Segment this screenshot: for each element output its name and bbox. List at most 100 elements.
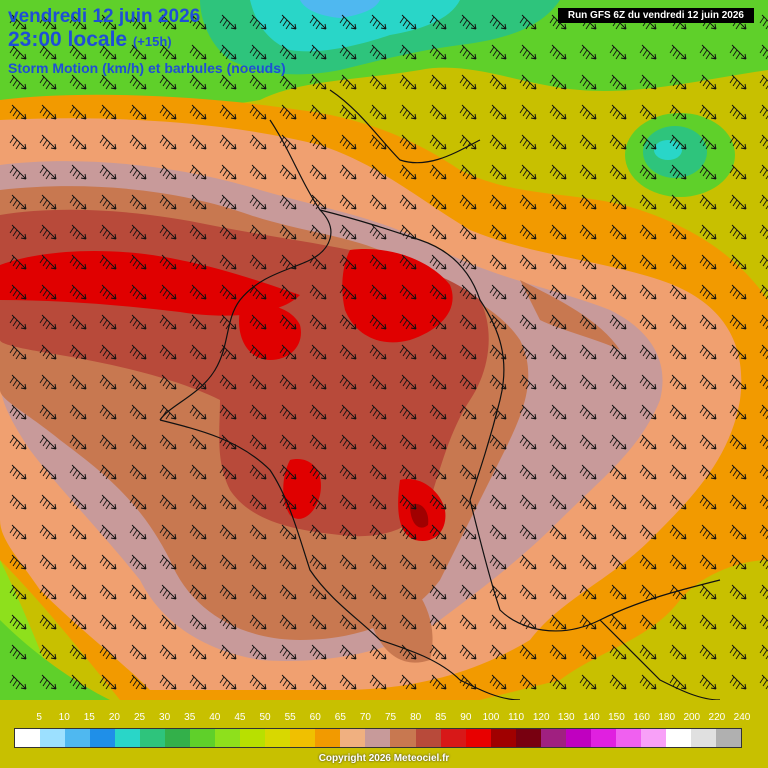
wind-barb (729, 134, 747, 150)
wind-barb (249, 494, 267, 510)
map-time: 23:00 locale (+15h) (8, 28, 286, 54)
wind-barb (759, 404, 768, 420)
wind-barb (309, 254, 327, 270)
wind-barb (459, 284, 477, 300)
wind-barb (429, 164, 447, 180)
wind-barb (189, 164, 207, 180)
wind-barb (279, 344, 297, 360)
wind-barb (159, 224, 177, 240)
wind-barb (429, 464, 447, 480)
wind-barb (669, 404, 687, 420)
wind-barb (549, 194, 567, 210)
wind-barb (99, 164, 117, 180)
wind-barb (579, 374, 597, 390)
legend-label: 35 (184, 712, 196, 723)
wind-barb (159, 434, 177, 450)
map-date: vendredi 12 juin 2026 (8, 6, 201, 27)
wind-barb (399, 524, 417, 540)
wind-barb (189, 674, 207, 690)
wind-barb (549, 104, 567, 120)
wind-barb (579, 674, 597, 690)
wind-barb (39, 524, 57, 540)
wind-barb (669, 224, 687, 240)
wind-barb (369, 284, 387, 300)
wind-barb (309, 554, 327, 570)
wind-barb (9, 644, 27, 660)
wind-barb (759, 104, 768, 120)
wind-barb (459, 464, 477, 480)
wind-barb (699, 464, 717, 480)
wind-barb (369, 44, 387, 60)
wind-barb (369, 644, 387, 660)
wind-barb (669, 374, 687, 390)
field-sw-green (0, 620, 110, 700)
wind-barb (219, 164, 237, 180)
wind-barb (579, 344, 597, 360)
wind-barb (489, 134, 507, 150)
wind-barb (189, 134, 207, 150)
wind-barb (549, 464, 567, 480)
wind-barb (609, 434, 627, 450)
wind-barb (519, 614, 537, 630)
wind-barb (309, 614, 327, 630)
wind-barb (339, 644, 357, 660)
legend-label: 240 (733, 712, 751, 723)
wind-barb (249, 104, 267, 120)
wind-barb (759, 584, 768, 600)
color-legend: 5 10 15 20 25 30 35 40 45 50 55 60 65 70 75 80 85 90 100 11… (14, 712, 750, 748)
wind-barb (699, 494, 717, 510)
wind-barb (69, 224, 87, 240)
legend-label: 50 (259, 712, 271, 723)
wind-barb (69, 674, 87, 690)
wind-barb (429, 254, 447, 270)
wind-barb (459, 164, 477, 180)
legend-label: 55 (284, 712, 296, 723)
wind-barb (309, 14, 327, 30)
wind-barb (459, 644, 477, 660)
wind-barb (9, 524, 27, 540)
wind-barb (9, 464, 27, 480)
wind-barb (489, 254, 507, 270)
wind-barb (459, 614, 477, 630)
wind-barb (99, 254, 117, 270)
wind-barb (729, 284, 747, 300)
wind-barb (519, 224, 537, 240)
wind-barb (309, 314, 327, 330)
wind-barb (579, 74, 597, 90)
wind-barb (609, 374, 627, 390)
wind-barb (39, 374, 57, 390)
wind-barb (579, 434, 597, 450)
wind-barb (609, 194, 627, 210)
wind-barb (69, 344, 87, 360)
wind-barb (129, 404, 147, 420)
wind-barb (699, 554, 717, 570)
wind-barb (309, 434, 327, 450)
wind-barb (9, 224, 27, 240)
wind-barb (399, 614, 417, 630)
legend-swatch (640, 729, 666, 747)
legend-swatch (315, 729, 341, 747)
wind-barb (759, 494, 768, 510)
wind-barb (339, 134, 357, 150)
legend-swatch (165, 729, 191, 747)
wind-barb (519, 554, 537, 570)
legend-bar (14, 728, 742, 748)
wind-barb (189, 194, 207, 210)
wind-barb (219, 584, 237, 600)
wind-barb (99, 14, 117, 30)
wind-barb (69, 164, 87, 180)
wind-barb (249, 314, 267, 330)
wind-barb (759, 134, 768, 150)
wind-barb (699, 314, 717, 330)
wind-barb (369, 314, 387, 330)
wind-barb (429, 374, 447, 390)
wind-barb (159, 674, 177, 690)
wind-barb (459, 554, 477, 570)
wind-barb (159, 524, 177, 540)
wind-barb (609, 554, 627, 570)
wind-barb (669, 674, 687, 690)
wind-barb (39, 314, 57, 330)
wind-barb (429, 614, 447, 630)
wind-barb (129, 74, 147, 90)
map-time-offset: (+15h) (132, 34, 172, 49)
